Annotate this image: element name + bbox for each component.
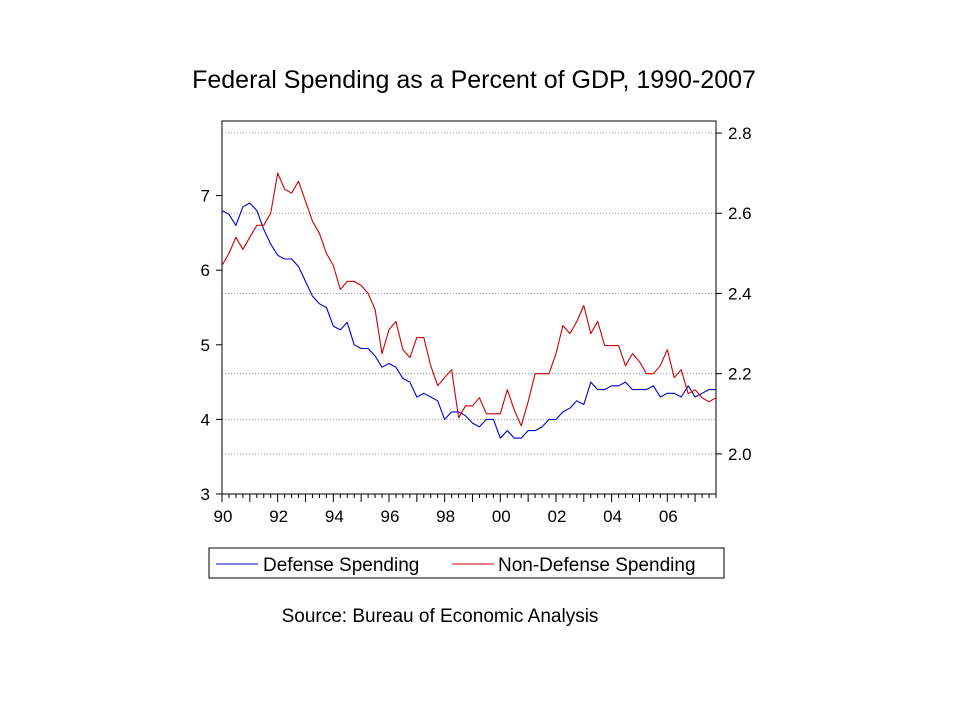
axes: 2.0 2.2 2.4 2.6 2.8 3 4 5 6 7 90 92 94 96 98 00 02 04 06 bbox=[201, 124, 752, 526]
source-note: Source: Bureau of Economic Analysis bbox=[282, 606, 599, 627]
plot-area bbox=[221, 120, 717, 495]
left-tick-label: 3 bbox=[201, 485, 210, 504]
legend-label-defense: Defense Spending bbox=[263, 555, 419, 576]
legend-box bbox=[208, 547, 725, 579]
right-tick-label: 2.0 bbox=[728, 445, 752, 464]
right-tick-label: 2.6 bbox=[728, 204, 752, 223]
x-tick-label: 98 bbox=[436, 507, 455, 526]
x-tick-label: 06 bbox=[659, 507, 678, 526]
right-tick-label: 2.4 bbox=[728, 284, 752, 303]
left-tick-label: 4 bbox=[201, 410, 210, 429]
x-tick-label: 00 bbox=[492, 507, 511, 526]
x-tick-label: 04 bbox=[603, 507, 622, 526]
series-layer bbox=[221, 172, 717, 439]
left-tick-label: 7 bbox=[201, 187, 210, 206]
right-tick-label: 2.8 bbox=[728, 124, 752, 143]
x-tick-label: 90 bbox=[214, 507, 233, 526]
x-tick-label: 96 bbox=[381, 507, 400, 526]
series-line-defense-spending bbox=[221, 202, 716, 439]
legend: Defense Spending Non-Defense Spending bbox=[208, 547, 725, 579]
series-line-non-defense-spending bbox=[221, 172, 717, 427]
x-tick-label: 02 bbox=[548, 507, 567, 526]
x-tick-label: 94 bbox=[325, 507, 344, 526]
left-tick-label: 6 bbox=[201, 261, 210, 280]
chart-title: Federal Spending as a Percent of GDP, 19… bbox=[192, 66, 756, 94]
x-tick-label: 92 bbox=[269, 507, 288, 526]
left-tick-label: 5 bbox=[201, 336, 210, 355]
legend-label-non-defense: Non-Defense Spending bbox=[498, 555, 696, 576]
right-tick-label: 2.2 bbox=[728, 365, 752, 384]
